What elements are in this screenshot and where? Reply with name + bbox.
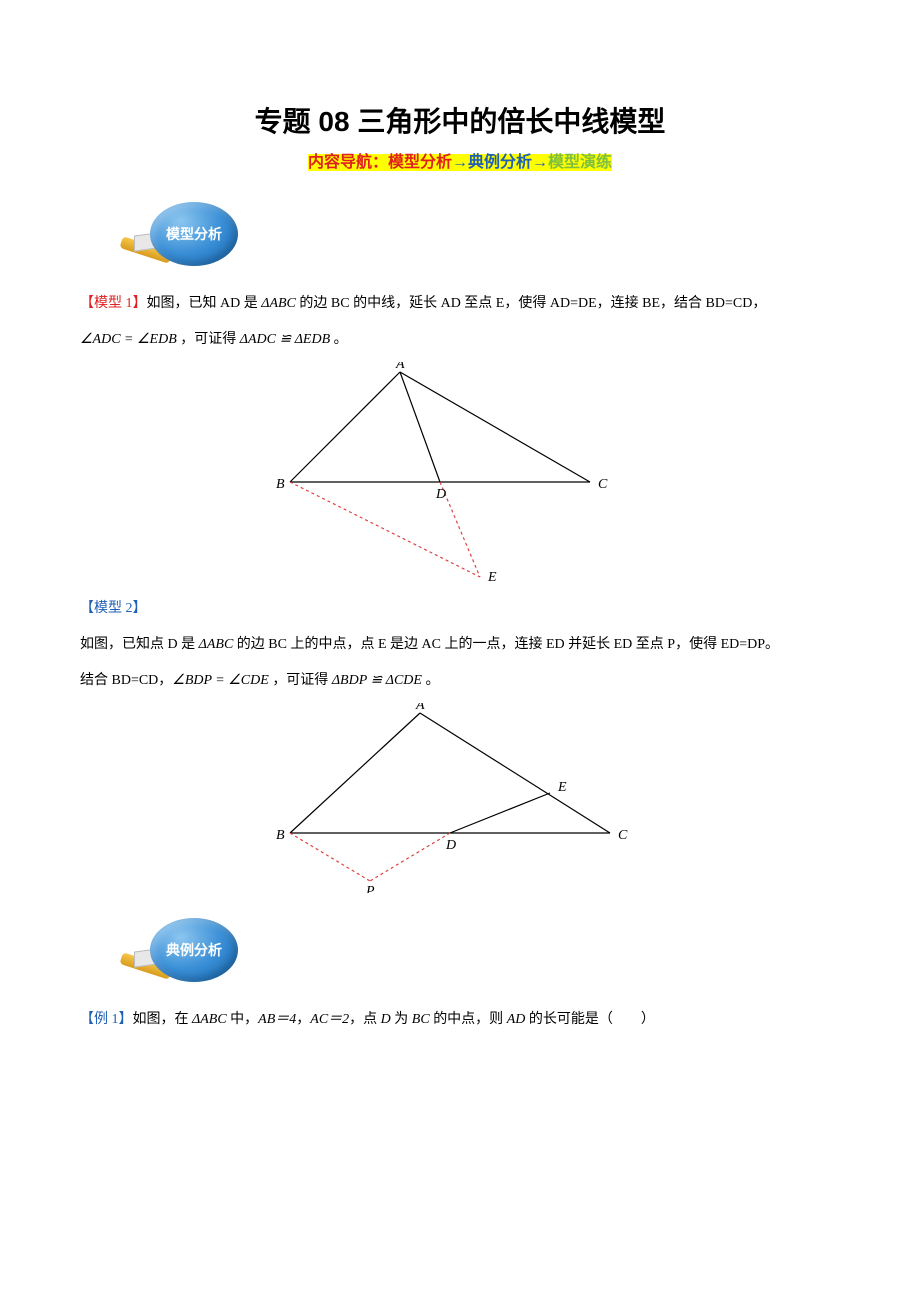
- ex1-te: 的长可能是（ ）: [525, 1012, 655, 1027]
- model1-para1: 【模型 1】如图，已知 AD 是 ΔABC 的边 BC 的中线，延长 AD 至点…: [80, 290, 840, 318]
- model1-tri-abc: ΔABC: [261, 296, 296, 311]
- model1-line2d: 。: [330, 332, 348, 347]
- subtitle-part2: 典例分析: [468, 154, 532, 171]
- page-title: 专题 08 三角形中的倍长中线模型: [80, 100, 840, 140]
- subtitle-part1: 模型分析: [388, 154, 452, 171]
- model2-figure: A B C D E P: [80, 703, 840, 898]
- subtitle: 内容导航：模型分析→典例分析→模型演练: [80, 148, 840, 172]
- ex1-c2: ，点: [349, 1012, 381, 1027]
- model2-p2e: 。: [422, 673, 440, 688]
- subtitle-prefix: 内容导航：: [308, 154, 388, 171]
- example1-para: 【例 1】如图，在 ΔABC 中，AB＝4，AC＝2，点 D 为 BC 的中点，…: [80, 1006, 840, 1034]
- magnifier-lens-icon: 典例分析: [150, 918, 238, 982]
- ex1-bc: BC: [412, 1012, 430, 1027]
- ex1-tc: 为: [391, 1012, 412, 1027]
- model2-tag: 【模型 2】: [80, 601, 147, 616]
- ex1-ad: AD: [507, 1012, 526, 1027]
- model2-p1b: 的边 BC 上的中点，点 E 是边 AC 上的一点，连接 ED 并延长 ED 至…: [233, 637, 779, 652]
- model2-p2a: 结合 BD=CD，: [80, 673, 172, 688]
- model1-line2b: ，可证得: [177, 332, 240, 347]
- svg-text:E: E: [487, 570, 497, 582]
- ex1-d: D: [381, 1012, 391, 1027]
- model2-p1a: 如图，已知点 D 是: [80, 637, 199, 652]
- svg-text:A: A: [415, 703, 425, 713]
- svg-text:B: B: [276, 477, 285, 492]
- ex1-a: 如图，在: [133, 1012, 193, 1027]
- svg-text:C: C: [618, 828, 628, 843]
- model1-angle: ∠ADC = ∠EDB: [80, 332, 177, 347]
- ex1-tri: ΔABC: [192, 1012, 227, 1027]
- model2-svg: A B C D E P: [270, 703, 650, 893]
- subtitle-arrow1: →: [452, 154, 468, 171]
- ex1-b: 中，: [227, 1012, 259, 1027]
- model1-svg: A B C D E: [270, 362, 650, 582]
- model-analysis-label: 模型分析: [166, 224, 222, 244]
- subtitle-part3: 模型演练: [548, 154, 612, 171]
- svg-text:P: P: [365, 884, 375, 893]
- svg-text:B: B: [276, 828, 285, 843]
- example-analysis-badge: 典例分析: [120, 918, 840, 986]
- model2-para1: 如图，已知点 D 是 ΔABC 的边 BC 上的中点，点 E 是边 AC 上的一…: [80, 631, 840, 659]
- model1-text-b: 的边 BC 的中线，延长 AD 至点 E，使得 AD=DE，连接 BE，结合 B…: [296, 296, 766, 311]
- magnifier-lens-icon: 模型分析: [150, 202, 238, 266]
- svg-text:A: A: [395, 362, 405, 372]
- model-analysis-badge: 模型分析: [120, 202, 840, 270]
- model2-tri-abc: ΔABC: [199, 637, 234, 652]
- svg-text:D: D: [435, 487, 446, 502]
- example1-tag: 【例 1】: [80, 1012, 133, 1027]
- model2-congruence: ΔBDP ≌ ΔCDE: [332, 673, 422, 688]
- example-analysis-label: 典例分析: [166, 940, 222, 960]
- svg-text:C: C: [598, 477, 608, 492]
- model2-heading: 【模型 2】: [80, 595, 840, 623]
- model1-tag: 【模型 1】: [80, 296, 147, 311]
- subtitle-arrow2: →: [532, 154, 548, 171]
- model2-para2: 结合 BD=CD，∠BDP = ∠CDE ，可证得 ΔBDP ≌ ΔCDE 。: [80, 667, 840, 695]
- model1-figure: A B C D E: [80, 362, 840, 587]
- svg-text:D: D: [445, 838, 456, 853]
- ex1-c1: ，: [296, 1012, 310, 1027]
- model2-angle: ∠BDP = ∠CDE: [172, 673, 269, 688]
- model1-para2: ∠ADC = ∠EDB ，可证得 ΔADC ≌ ΔEDB 。: [80, 326, 840, 354]
- ex1-ab: AB＝4: [258, 1012, 296, 1027]
- ex1-ac: AC＝2: [310, 1012, 349, 1027]
- model1-text-a: 如图，已知 AD 是: [147, 296, 262, 311]
- model2-p2c: ，可证得: [269, 673, 332, 688]
- ex1-td: 的中点，则: [430, 1012, 507, 1027]
- svg-text:E: E: [557, 780, 567, 795]
- model1-congruence: ΔADC ≌ ΔEDB: [240, 332, 330, 347]
